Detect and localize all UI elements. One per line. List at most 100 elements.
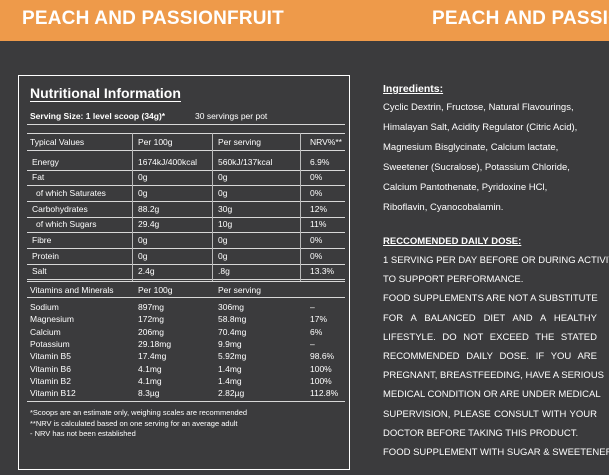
cell: 560kJ/137kcal [218, 157, 273, 167]
cell: 0% [310, 235, 323, 245]
cell: 0% [310, 251, 323, 261]
cell: 0g [138, 172, 148, 182]
cell: 100% [310, 375, 332, 386]
cell: 0g [218, 235, 228, 245]
cell: 6% [310, 326, 323, 337]
cell: 70.4mg [218, 326, 247, 337]
ingredient-line: Riboflavin, Cyanocobalamin. [383, 202, 504, 213]
cell: 1674kJ/400kcal [138, 157, 198, 167]
cell: Potassium [30, 338, 70, 349]
cell: 9.9mg [218, 338, 242, 349]
cell: Energy [32, 157, 59, 167]
cell: of which Sugars [36, 219, 97, 229]
dose-line: PREGNANT, BREASTFEEDING, HAVE A SERIOUS [383, 370, 605, 382]
rule [27, 133, 345, 134]
dose-line: DOCTOR BEFORE TAKING THIS PRODUCT. [383, 427, 579, 439]
cell: 30g [218, 204, 233, 214]
column-header: Vitamins and Minerals [30, 285, 114, 295]
dose-line: TO SUPPORT PERFORMANCE. [383, 274, 524, 286]
column-header: Per 100g [138, 285, 173, 295]
cell: 5.92mg [218, 351, 247, 362]
rule [27, 401, 345, 402]
cell: – [310, 302, 315, 312]
cell: 1.4mg [218, 363, 242, 374]
rule [27, 281, 345, 282]
nutrition-panel [18, 75, 350, 470]
rule [27, 170, 345, 171]
cell: 98.6% [310, 351, 335, 362]
dose-line: RECOMMENDED DAILY DOSE. IF YOU ARE [383, 351, 597, 362]
cell: 4.1mg [138, 363, 162, 374]
dose-heading: RECCOMENDED DAILY DOSE: [383, 236, 522, 247]
dose-line: MEDICAL CONDITION OR ARE UNDER MEDICAL [383, 389, 601, 401]
dose-line: FOR A BALANCED DIET AND A HEALTHY [383, 312, 597, 324]
cell: 17% [310, 314, 328, 325]
rule [27, 248, 345, 249]
cell: 0g [218, 172, 228, 182]
column-header: NRV%** [310, 137, 342, 147]
serving-size: Serving Size: 1 level scoop (34g)* [30, 111, 166, 121]
rule [27, 264, 345, 265]
ingredient-line: Sweetener (Sucralose), Potassium Chlorid… [383, 162, 570, 173]
cell: 306mg [218, 302, 244, 312]
cell: 172mg [138, 314, 164, 325]
cell: Vitamin B2 [30, 375, 71, 386]
product-label: PEACH AND PASSION [432, 8, 609, 29]
footnote: - NRV has not been established [30, 429, 136, 438]
cell: 0g [138, 235, 148, 245]
footnote: **NRV is calculated based on one serving… [30, 418, 238, 428]
footnote: *Scoops are an estimate only, weighing s… [30, 408, 248, 417]
cell: 4.1mg [138, 375, 162, 386]
rule [27, 124, 345, 125]
dose-line: SUPERVISION, PLEASE CONSULT WITH YOUR [383, 408, 597, 420]
cell: 0g [218, 251, 228, 261]
panel-title: Nutritional Information [30, 85, 181, 102]
cell: Fat [32, 172, 45, 182]
cell: 0% [310, 172, 323, 182]
cell: 0g [138, 188, 148, 198]
cell: 11% [310, 219, 327, 229]
cell: Vitamin B5 [30, 351, 71, 362]
ingredient-line: Himalayan Salt, Acidity Regulator (Citri… [383, 122, 578, 133]
rule [27, 201, 345, 202]
cell: 100% [310, 363, 332, 374]
cell: Salt [32, 266, 47, 276]
column-header: Typical Values [30, 137, 85, 147]
cell: 58.8mg [218, 314, 247, 325]
cell: Carbohydrates [32, 204, 88, 214]
cell: 13.3% [310, 266, 335, 276]
dose-line: LIFESTYLE. DO NOT EXCEED THE STATED [383, 331, 597, 343]
cell: of which Saturates [36, 188, 106, 198]
cell: 1.4mg [218, 375, 242, 386]
cell: .8g [218, 266, 230, 276]
cell: 6.9% [310, 157, 330, 167]
top-band: PEACH AND PASSIONFRUIT PEACH AND PASSION [0, 0, 609, 41]
dose-line: FOOD SUPPLEMENTS ARE NOT A SUBSTITUTE [383, 293, 598, 305]
cell: 17.4mg [138, 351, 167, 362]
ingredient-line: Magnesium Bisglycinate, Calcium lactate, [383, 142, 559, 153]
cell: 112.8% [310, 388, 339, 399]
ingredient-line: Cyclic Dextrin, Fructose, Natural Flavou… [383, 102, 574, 113]
column-rule [132, 133, 133, 281]
cell: Magnesium [30, 314, 74, 325]
rule [27, 150, 345, 151]
ingredient-line: Calcium Pantothenate, Pyridoxine HCl, [383, 182, 548, 193]
cell: Vitamin B12 [30, 388, 76, 399]
cell: 88.2g [138, 204, 160, 214]
cell: 29.4g [138, 219, 160, 229]
cell: 0g [138, 251, 148, 261]
column-rule [212, 133, 213, 281]
cell: 12% [310, 204, 328, 214]
rule [27, 185, 345, 186]
dose-line: FOOD SUPPLEMENT WITH SUGAR & SWEETENER. [383, 447, 609, 458]
cell: Calcium [30, 326, 61, 337]
cell: 0g [218, 188, 228, 198]
cell: 29.18mg [138, 338, 172, 349]
rule [27, 279, 345, 280]
cell: Vitamin B6 [30, 363, 71, 374]
cell: Fibre [32, 235, 52, 245]
column-header: Per 100g [138, 137, 173, 147]
ingredients-heading: Ingredients: [383, 83, 444, 95]
cell: 8.3µg [138, 388, 160, 399]
